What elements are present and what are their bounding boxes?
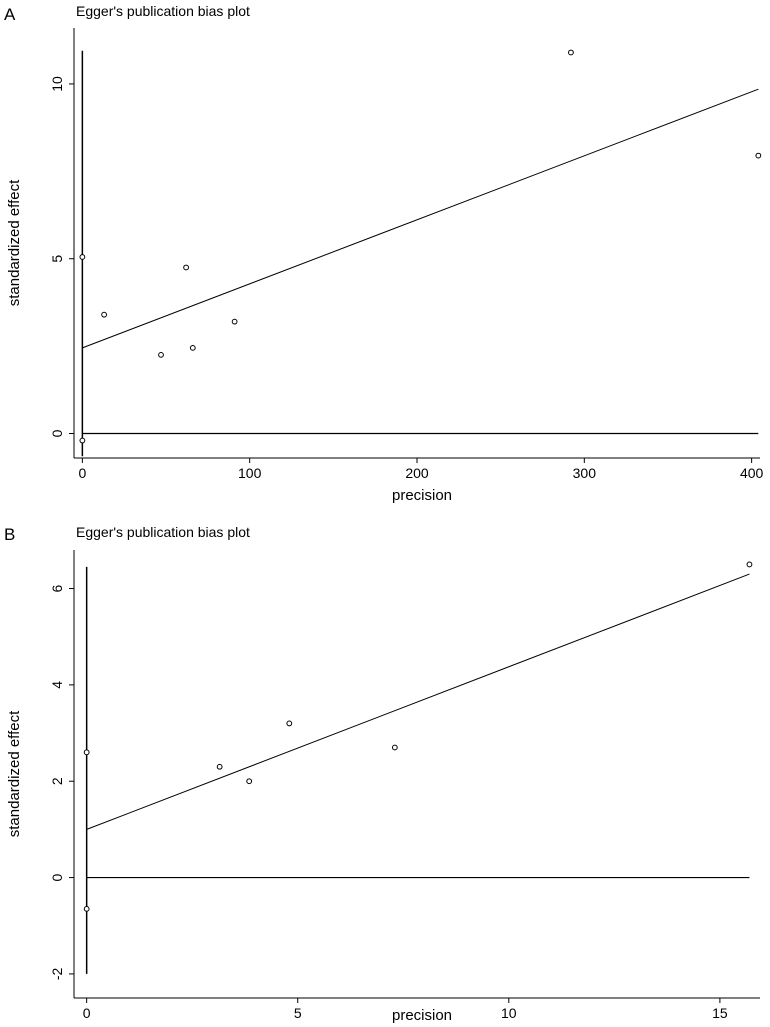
data-point [246, 778, 253, 785]
x-tick-label: 5 [294, 1005, 302, 1021]
chart-title: Egger's publication bias plot [76, 524, 250, 540]
x-tick-label: 0 [78, 465, 86, 481]
data-point [79, 254, 86, 260]
data-point [286, 720, 293, 727]
y-tick-label: 5 [49, 255, 65, 263]
x-tick-label: 200 [405, 465, 429, 481]
y-axis-label: standardized effect [6, 710, 23, 837]
data-point [101, 311, 108, 318]
data-point [746, 561, 753, 568]
x-axis-label: precision [392, 487, 452, 504]
data-point [158, 351, 164, 358]
x-tick-label: 400 [740, 465, 764, 481]
y-tick-label: 4 [49, 681, 65, 689]
data-point [83, 905, 90, 912]
data-point [216, 763, 223, 770]
y-tick-label: -2 [49, 967, 65, 980]
regression-line [82, 88, 759, 349]
regression-line [86, 573, 750, 830]
x-tick-label: 10 [501, 1005, 517, 1021]
x-tick-label: 300 [573, 465, 597, 481]
y-axis-label: standardized effect [6, 179, 23, 306]
panel-letter: B [4, 525, 15, 544]
y-tick-label: 2 [49, 777, 65, 785]
y-tick-label: 0 [49, 429, 65, 437]
x-tick-label: 0 [83, 1005, 91, 1021]
x-tick-label: 15 [712, 1005, 728, 1021]
data-point [391, 744, 398, 751]
y-tick-label: 6 [49, 584, 65, 592]
data-point [568, 49, 574, 56]
y-tick-label: 10 [49, 76, 65, 92]
data-point [83, 749, 90, 756]
data-point [183, 264, 190, 271]
x-axis-label: precision [392, 1007, 452, 1024]
panel-letter: A [4, 5, 16, 24]
data-point [231, 318, 238, 325]
data-point [755, 152, 762, 159]
y-tick-label: 0 [49, 873, 65, 881]
x-tick-label: 100 [238, 465, 262, 481]
chart-panel-b: B Egger's publication bias plot -2 0 2 4 6 0 5 10… [4, 524, 760, 1024]
data-point [189, 344, 196, 351]
chart-title: Egger's publication bias plot [76, 3, 250, 19]
data-point [79, 437, 86, 444]
